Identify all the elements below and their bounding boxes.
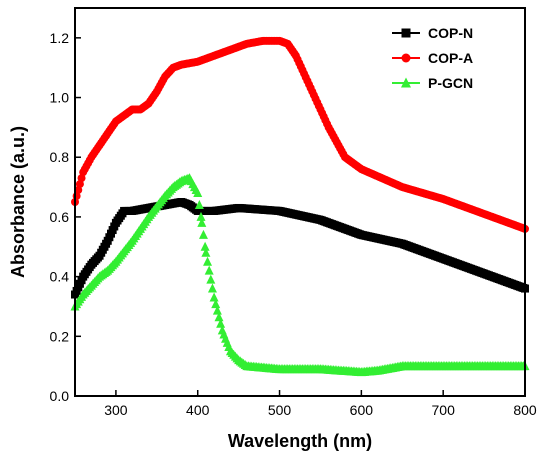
legend-item: COP-N <box>392 25 473 41</box>
legend-label: P-GCN <box>428 75 473 91</box>
y-tick-label: 1.0 <box>50 90 70 106</box>
legend-item: COP-A <box>392 50 473 66</box>
data-point <box>214 312 224 322</box>
legend: COP-N COP-A P-GCN <box>392 25 473 91</box>
series-cop-a <box>71 36 529 233</box>
data-point <box>211 299 221 309</box>
plot-frame <box>74 7 526 397</box>
legend-item: P-GCN <box>392 75 473 91</box>
y-axis-title: Absorbance (a.u.) <box>8 126 28 278</box>
data-point <box>206 274 216 284</box>
data-point <box>200 241 210 251</box>
x-tick-label: 600 <box>350 402 374 418</box>
x-axis-title: Wavelength (nm) <box>228 431 372 451</box>
data-point <box>203 256 213 266</box>
data-point <box>204 265 214 275</box>
data-point <box>196 211 206 221</box>
y-tick-label: 0.8 <box>50 149 70 165</box>
legend-marker <box>401 53 411 63</box>
data-point <box>212 305 222 315</box>
series-cop-n <box>71 198 529 299</box>
legend-label: COP-A <box>428 50 473 66</box>
x-tick-label: 700 <box>432 402 456 418</box>
x-tick-label: 400 <box>186 402 210 418</box>
ticks-layer: 300 400 500 600 700 800 0.0 0.2 0.4 0.6 0.8 1.0 1.2 <box>50 30 537 418</box>
data-point <box>201 247 211 257</box>
y-tick-label: 1.2 <box>50 30 70 46</box>
x-tick-label: 800 <box>513 402 537 418</box>
series-p-gcn <box>70 173 530 377</box>
data-point <box>194 199 204 209</box>
data-point <box>209 292 219 302</box>
x-tick-label: 500 <box>268 402 292 418</box>
series-layer <box>70 36 530 377</box>
legend-marker <box>401 77 411 88</box>
data-point <box>198 229 208 239</box>
legend-marker <box>401 28 411 38</box>
data-point <box>193 188 203 198</box>
y-tick-label: 0.0 <box>50 388 70 404</box>
data-point <box>197 217 207 227</box>
y-tick-label: 0.4 <box>50 269 70 285</box>
data-point <box>207 283 217 293</box>
x-tick-label: 300 <box>104 402 128 418</box>
y-tick-label: 0.6 <box>50 209 70 225</box>
data-point <box>216 318 226 328</box>
legend-label: COP-N <box>428 25 473 41</box>
y-tick-label: 0.2 <box>50 328 70 344</box>
